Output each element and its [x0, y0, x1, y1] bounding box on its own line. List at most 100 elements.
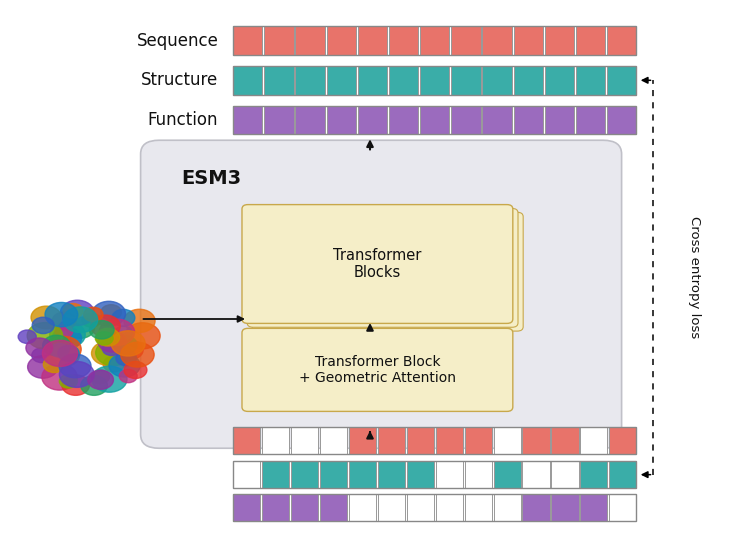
Circle shape — [111, 331, 145, 356]
Circle shape — [61, 300, 94, 326]
Circle shape — [98, 331, 127, 352]
Bar — [522, 494, 550, 521]
Circle shape — [55, 325, 73, 338]
Bar — [514, 26, 543, 55]
Circle shape — [124, 361, 147, 378]
FancyBboxPatch shape — [247, 208, 518, 327]
Bar — [407, 461, 434, 488]
Circle shape — [96, 328, 120, 346]
Bar — [291, 494, 318, 521]
Bar — [378, 427, 405, 454]
Circle shape — [58, 345, 79, 361]
Circle shape — [63, 307, 98, 333]
FancyBboxPatch shape — [242, 328, 513, 411]
Circle shape — [50, 343, 69, 357]
Bar — [514, 66, 543, 95]
Circle shape — [45, 302, 78, 327]
Bar — [494, 427, 521, 454]
Bar — [320, 461, 347, 488]
Circle shape — [47, 343, 80, 367]
Bar — [580, 427, 608, 454]
Circle shape — [82, 314, 101, 327]
Circle shape — [32, 317, 54, 334]
Bar — [378, 461, 405, 488]
Circle shape — [18, 330, 36, 343]
Bar — [233, 461, 636, 488]
Bar — [545, 66, 574, 95]
Bar — [233, 494, 636, 521]
Bar — [233, 66, 636, 95]
Bar — [420, 66, 449, 95]
Text: ESM3: ESM3 — [181, 169, 241, 188]
Bar — [262, 461, 289, 488]
Circle shape — [112, 309, 135, 326]
Circle shape — [91, 370, 110, 384]
Bar — [349, 427, 376, 454]
Bar — [576, 26, 605, 55]
Circle shape — [42, 364, 77, 390]
FancyBboxPatch shape — [252, 212, 523, 331]
Bar — [465, 461, 491, 488]
Bar — [482, 106, 512, 134]
Circle shape — [109, 354, 140, 377]
Bar — [326, 66, 356, 95]
Text: Function: Function — [148, 111, 218, 129]
Bar — [522, 461, 550, 488]
Circle shape — [59, 354, 91, 378]
Circle shape — [42, 340, 78, 366]
Circle shape — [84, 307, 103, 322]
Circle shape — [121, 342, 154, 367]
Circle shape — [99, 319, 135, 345]
Circle shape — [43, 336, 70, 356]
Bar — [295, 106, 325, 134]
Bar — [407, 494, 434, 521]
Text: Cross entropy loss: Cross entropy loss — [687, 216, 701, 339]
Circle shape — [27, 356, 58, 378]
Bar — [389, 26, 418, 55]
Bar — [262, 427, 289, 454]
FancyBboxPatch shape — [242, 205, 513, 323]
Circle shape — [59, 361, 94, 387]
Bar — [545, 26, 574, 55]
Bar — [264, 106, 294, 134]
Circle shape — [32, 348, 52, 362]
Text: Sequence: Sequence — [136, 32, 218, 50]
Circle shape — [103, 356, 124, 372]
Bar — [326, 26, 356, 55]
Bar — [609, 494, 636, 521]
Bar — [357, 66, 387, 95]
Circle shape — [111, 336, 137, 354]
Circle shape — [92, 366, 127, 392]
Bar — [295, 66, 325, 95]
Circle shape — [31, 306, 61, 329]
Bar — [576, 106, 605, 134]
Circle shape — [51, 341, 70, 355]
Circle shape — [26, 338, 53, 358]
Bar — [233, 106, 636, 134]
Circle shape — [47, 336, 72, 354]
Bar — [378, 494, 405, 521]
Bar — [233, 26, 263, 55]
Bar — [607, 66, 636, 95]
Circle shape — [95, 332, 113, 345]
Circle shape — [59, 375, 78, 388]
Bar — [451, 66, 480, 95]
Bar — [551, 494, 579, 521]
Circle shape — [66, 317, 95, 338]
Bar — [233, 427, 260, 454]
Bar — [233, 461, 260, 488]
Circle shape — [90, 321, 114, 339]
Bar — [349, 461, 376, 488]
Bar — [436, 461, 462, 488]
Bar — [357, 26, 387, 55]
Circle shape — [62, 375, 90, 395]
Text: Structure: Structure — [141, 72, 218, 89]
Bar — [580, 494, 608, 521]
Circle shape — [116, 350, 136, 366]
Bar — [551, 461, 579, 488]
Bar — [320, 427, 347, 454]
Bar — [607, 106, 636, 134]
Circle shape — [124, 309, 155, 332]
Bar — [320, 494, 347, 521]
Circle shape — [63, 304, 83, 318]
